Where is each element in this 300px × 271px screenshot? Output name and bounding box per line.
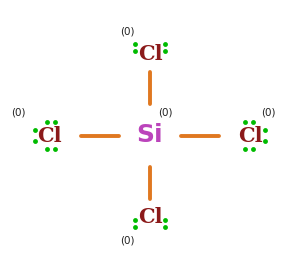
Text: (0): (0) [261,108,275,117]
Text: (0): (0) [158,108,172,117]
Text: Cl: Cl [238,125,262,146]
Text: Cl: Cl [138,44,162,64]
Text: Si: Si [137,124,163,147]
Text: (0): (0) [11,108,26,117]
Text: Cl: Cl [138,207,162,227]
Text: (0): (0) [120,236,134,246]
Text: (0): (0) [120,26,134,36]
Text: Cl: Cl [38,125,62,146]
